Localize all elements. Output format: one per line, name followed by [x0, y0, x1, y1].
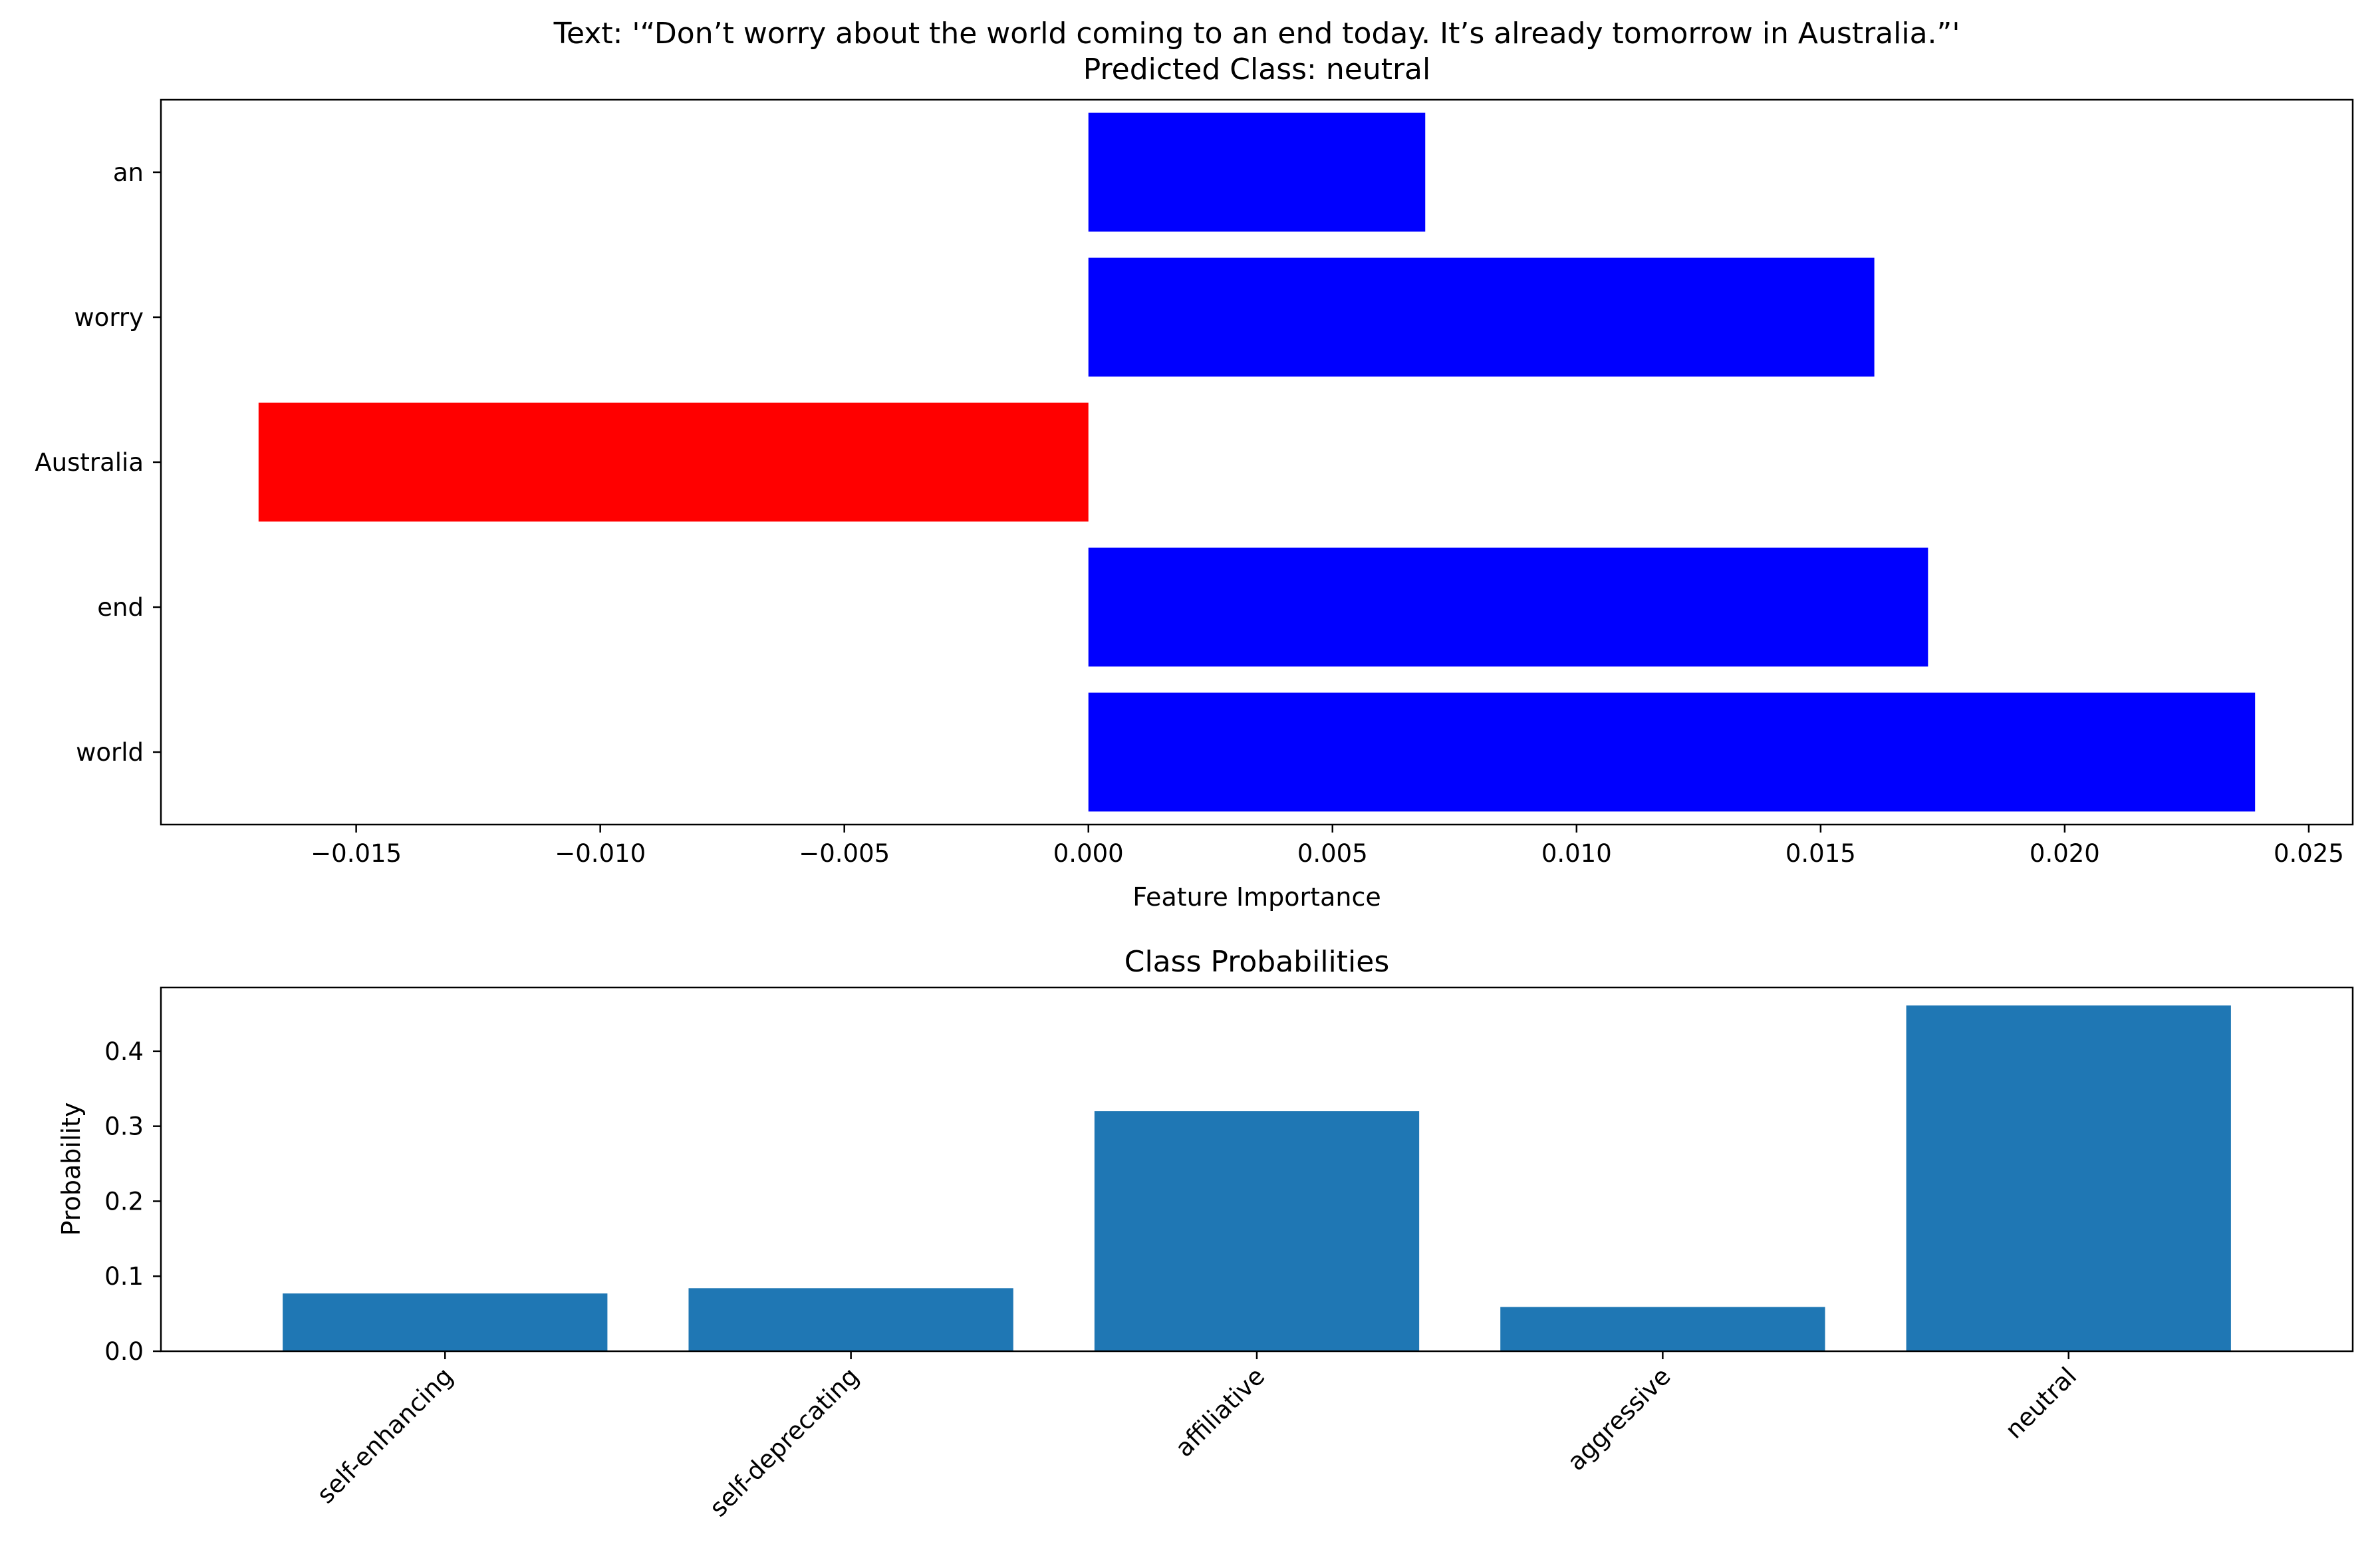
feature-importance-chart: Text: '“Don’t worry about the world comi… [35, 17, 2354, 912]
bar-australia [258, 402, 1089, 522]
bar-affiliative [1094, 1111, 1420, 1351]
y-tick-label: worry [74, 303, 144, 332]
x-ticks-group: −0.015 −0.010 −0.005 0.000 0.005 0.010 0.015 0.… [311, 825, 2344, 868]
y-tick-label: Australia [35, 448, 144, 477]
x-tick-label: −0.015 [311, 839, 402, 868]
bar-worry [1088, 257, 1875, 377]
bar-self-enhancing [283, 1293, 608, 1351]
x-tick-label: −0.010 [555, 839, 646, 868]
x-tick-label: −0.005 [799, 839, 890, 868]
x-tick-label: 0.015 [1785, 839, 1856, 868]
x-tick-label: 0.020 [2030, 839, 2100, 868]
bar-end [1088, 547, 1928, 667]
plot-frame [160, 986, 2354, 1353]
y-tick-label: an [113, 158, 144, 187]
bar-an [1088, 112, 1426, 232]
x-tick-label: 0.000 [1053, 839, 1124, 868]
chart-title: Text: '“Don’t worry about the world comi… [553, 17, 1960, 51]
x-tick-label: 0.025 [2274, 839, 2344, 868]
bar-aggressive [1500, 1307, 1825, 1351]
bars-group [283, 1005, 2231, 1351]
chart-subtitle: Predicted Class: neutral [1083, 53, 1430, 86]
y-tick-label: world [76, 738, 144, 767]
x-axis-label: Feature Importance [1132, 882, 1381, 912]
y-ticks-group: an worry Australia end world [35, 158, 161, 767]
y-axis-label: Probability [57, 1103, 86, 1236]
chart-title: Class Probabilities [1124, 945, 1390, 979]
y-tick-label: end [97, 593, 144, 622]
y-tick-label: 0.2 [104, 1187, 144, 1216]
x-tick-label: 0.005 [1297, 839, 1368, 868]
y-ticks-group: 0.0 0.1 0.2 0.3 0.4 [104, 1037, 161, 1366]
x-tick-label: 0.010 [1541, 839, 1612, 868]
y-tick-label: 0.1 [104, 1262, 144, 1291]
y-tick-label: 0.4 [104, 1037, 144, 1066]
bars-group [258, 112, 2256, 812]
y-tick-label: 0.0 [104, 1337, 144, 1366]
plot-frame [160, 98, 2354, 826]
y-tick-label: 0.3 [104, 1112, 144, 1141]
bar-neutral [1906, 1005, 2231, 1351]
bar-self-deprecating [688, 1288, 1013, 1351]
bar-world [1088, 692, 2256, 812]
